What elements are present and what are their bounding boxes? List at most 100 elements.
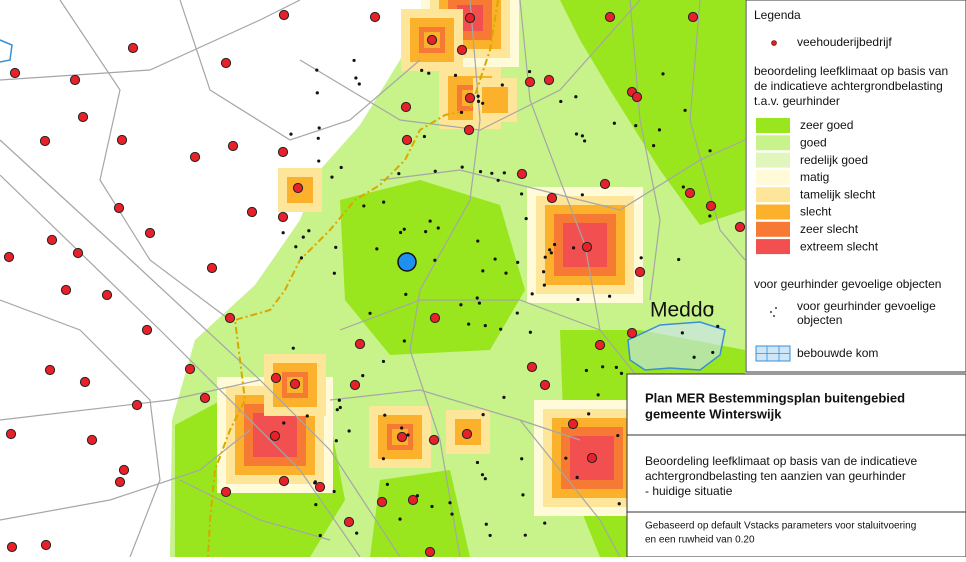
sensitive-object	[552, 242, 557, 247]
sensitive-object	[433, 169, 437, 173]
legend-class-label: zeer slecht	[800, 222, 859, 236]
legend-class-label: matig	[800, 170, 829, 184]
sensitive-object	[357, 82, 361, 86]
sensitive-object	[708, 214, 712, 218]
sensitive-object	[543, 255, 547, 259]
sensitive-object	[521, 493, 525, 497]
farm	[543, 74, 555, 86]
farm	[116, 134, 128, 146]
legend-swatch	[756, 118, 790, 133]
farm	[269, 430, 281, 442]
sensitive-object	[580, 134, 584, 138]
sensitive-object	[490, 171, 494, 175]
sensitive-object	[362, 204, 366, 208]
sensitive-object	[542, 283, 546, 287]
sensitive-object	[424, 229, 428, 234]
hotspot-core	[487, 92, 503, 108]
sensitive-object	[680, 331, 684, 335]
sensitive-object	[499, 327, 503, 331]
farm	[604, 11, 616, 23]
farm	[705, 200, 717, 212]
sensitive-object	[402, 339, 406, 343]
legend-farm-symbol	[771, 40, 777, 46]
farm	[289, 378, 301, 390]
sensitive-object	[575, 475, 579, 480]
sensitive-object	[330, 175, 334, 179]
sensitive-object	[294, 245, 298, 249]
sensitive-object	[692, 355, 696, 359]
farm	[79, 376, 91, 388]
farm	[464, 12, 476, 24]
sensitive-object	[574, 95, 578, 99]
sensitive-object	[524, 216, 528, 221]
sensitive-object	[549, 251, 553, 255]
sensitive-object	[574, 132, 579, 136]
sensitive-object	[428, 219, 432, 223]
sensitive-object	[406, 433, 410, 437]
farm	[39, 135, 51, 147]
farm	[581, 241, 593, 253]
sensitive-object	[448, 501, 452, 505]
note-line: Gebaseerd op default Vstacks parameters …	[645, 521, 916, 532]
sensitive-object	[607, 294, 612, 298]
sensitive-object	[315, 91, 319, 95]
farm	[220, 57, 232, 69]
farm	[277, 146, 289, 158]
map: Meddo	[0, 0, 746, 561]
title-line: Plan MER Bestemmingsplan buitengebied	[645, 390, 905, 405]
sensitive-object	[601, 365, 605, 369]
sensitive-object	[677, 257, 681, 262]
sensitive-object	[634, 123, 638, 128]
legend-class-label: zeer goed	[800, 118, 853, 132]
sensitive-object	[500, 83, 504, 87]
sensitive-object	[436, 226, 440, 230]
farm	[524, 76, 536, 88]
sensitive-object	[515, 311, 519, 315]
legend-panel	[745, 0, 966, 373]
sensitive-object	[315, 68, 319, 72]
title-panel	[626, 373, 966, 558]
farm	[626, 327, 638, 339]
farm	[227, 140, 239, 152]
sensitive-object	[433, 258, 437, 262]
farm	[594, 339, 606, 351]
sensitive-object	[339, 165, 343, 170]
sensitive-object	[301, 235, 305, 239]
sensitive-object	[338, 405, 342, 410]
farm	[131, 399, 143, 411]
sensitive-object	[397, 172, 401, 176]
legend-sensitive-label: voor geurhinder gevoelige	[797, 299, 936, 313]
sensitive-object	[584, 368, 589, 373]
farm	[86, 434, 98, 446]
sensitive-object	[548, 248, 552, 252]
sensitive-object	[481, 101, 485, 105]
farm	[634, 266, 646, 278]
legend: Legenda veehouderijbedrijf beoordeling l…	[745, 0, 966, 373]
farm	[220, 486, 232, 498]
sensitive-object	[430, 504, 434, 509]
built-area-meddo	[0, 39, 726, 371]
farm	[40, 539, 52, 551]
description-line: achtergrondbelasting ten aanzien van geu…	[645, 469, 906, 483]
sensitive-object	[493, 257, 497, 261]
location-marker	[397, 252, 417, 272]
legend-class-label: tamelijk slecht	[800, 187, 876, 201]
sensitive-object	[580, 193, 584, 197]
farm	[101, 289, 113, 301]
farm	[516, 168, 528, 180]
farm	[144, 227, 156, 239]
sensitive-object	[398, 230, 403, 235]
sensitive-object	[460, 165, 464, 169]
sensitive-object	[453, 73, 458, 77]
farm	[69, 74, 81, 86]
sensitive-object	[496, 178, 500, 182]
farm	[461, 428, 473, 440]
farm	[189, 151, 201, 163]
farm	[113, 202, 125, 214]
sensitive-object	[337, 398, 341, 402]
farm	[5, 428, 17, 440]
sensitive-object	[289, 132, 293, 136]
sensitive-object	[317, 159, 321, 163]
farm	[3, 251, 15, 263]
sensitive-object	[317, 126, 321, 130]
